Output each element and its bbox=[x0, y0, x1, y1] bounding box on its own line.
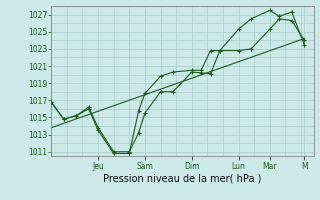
X-axis label: Pression niveau de la mer( hPa ): Pression niveau de la mer( hPa ) bbox=[103, 173, 261, 183]
